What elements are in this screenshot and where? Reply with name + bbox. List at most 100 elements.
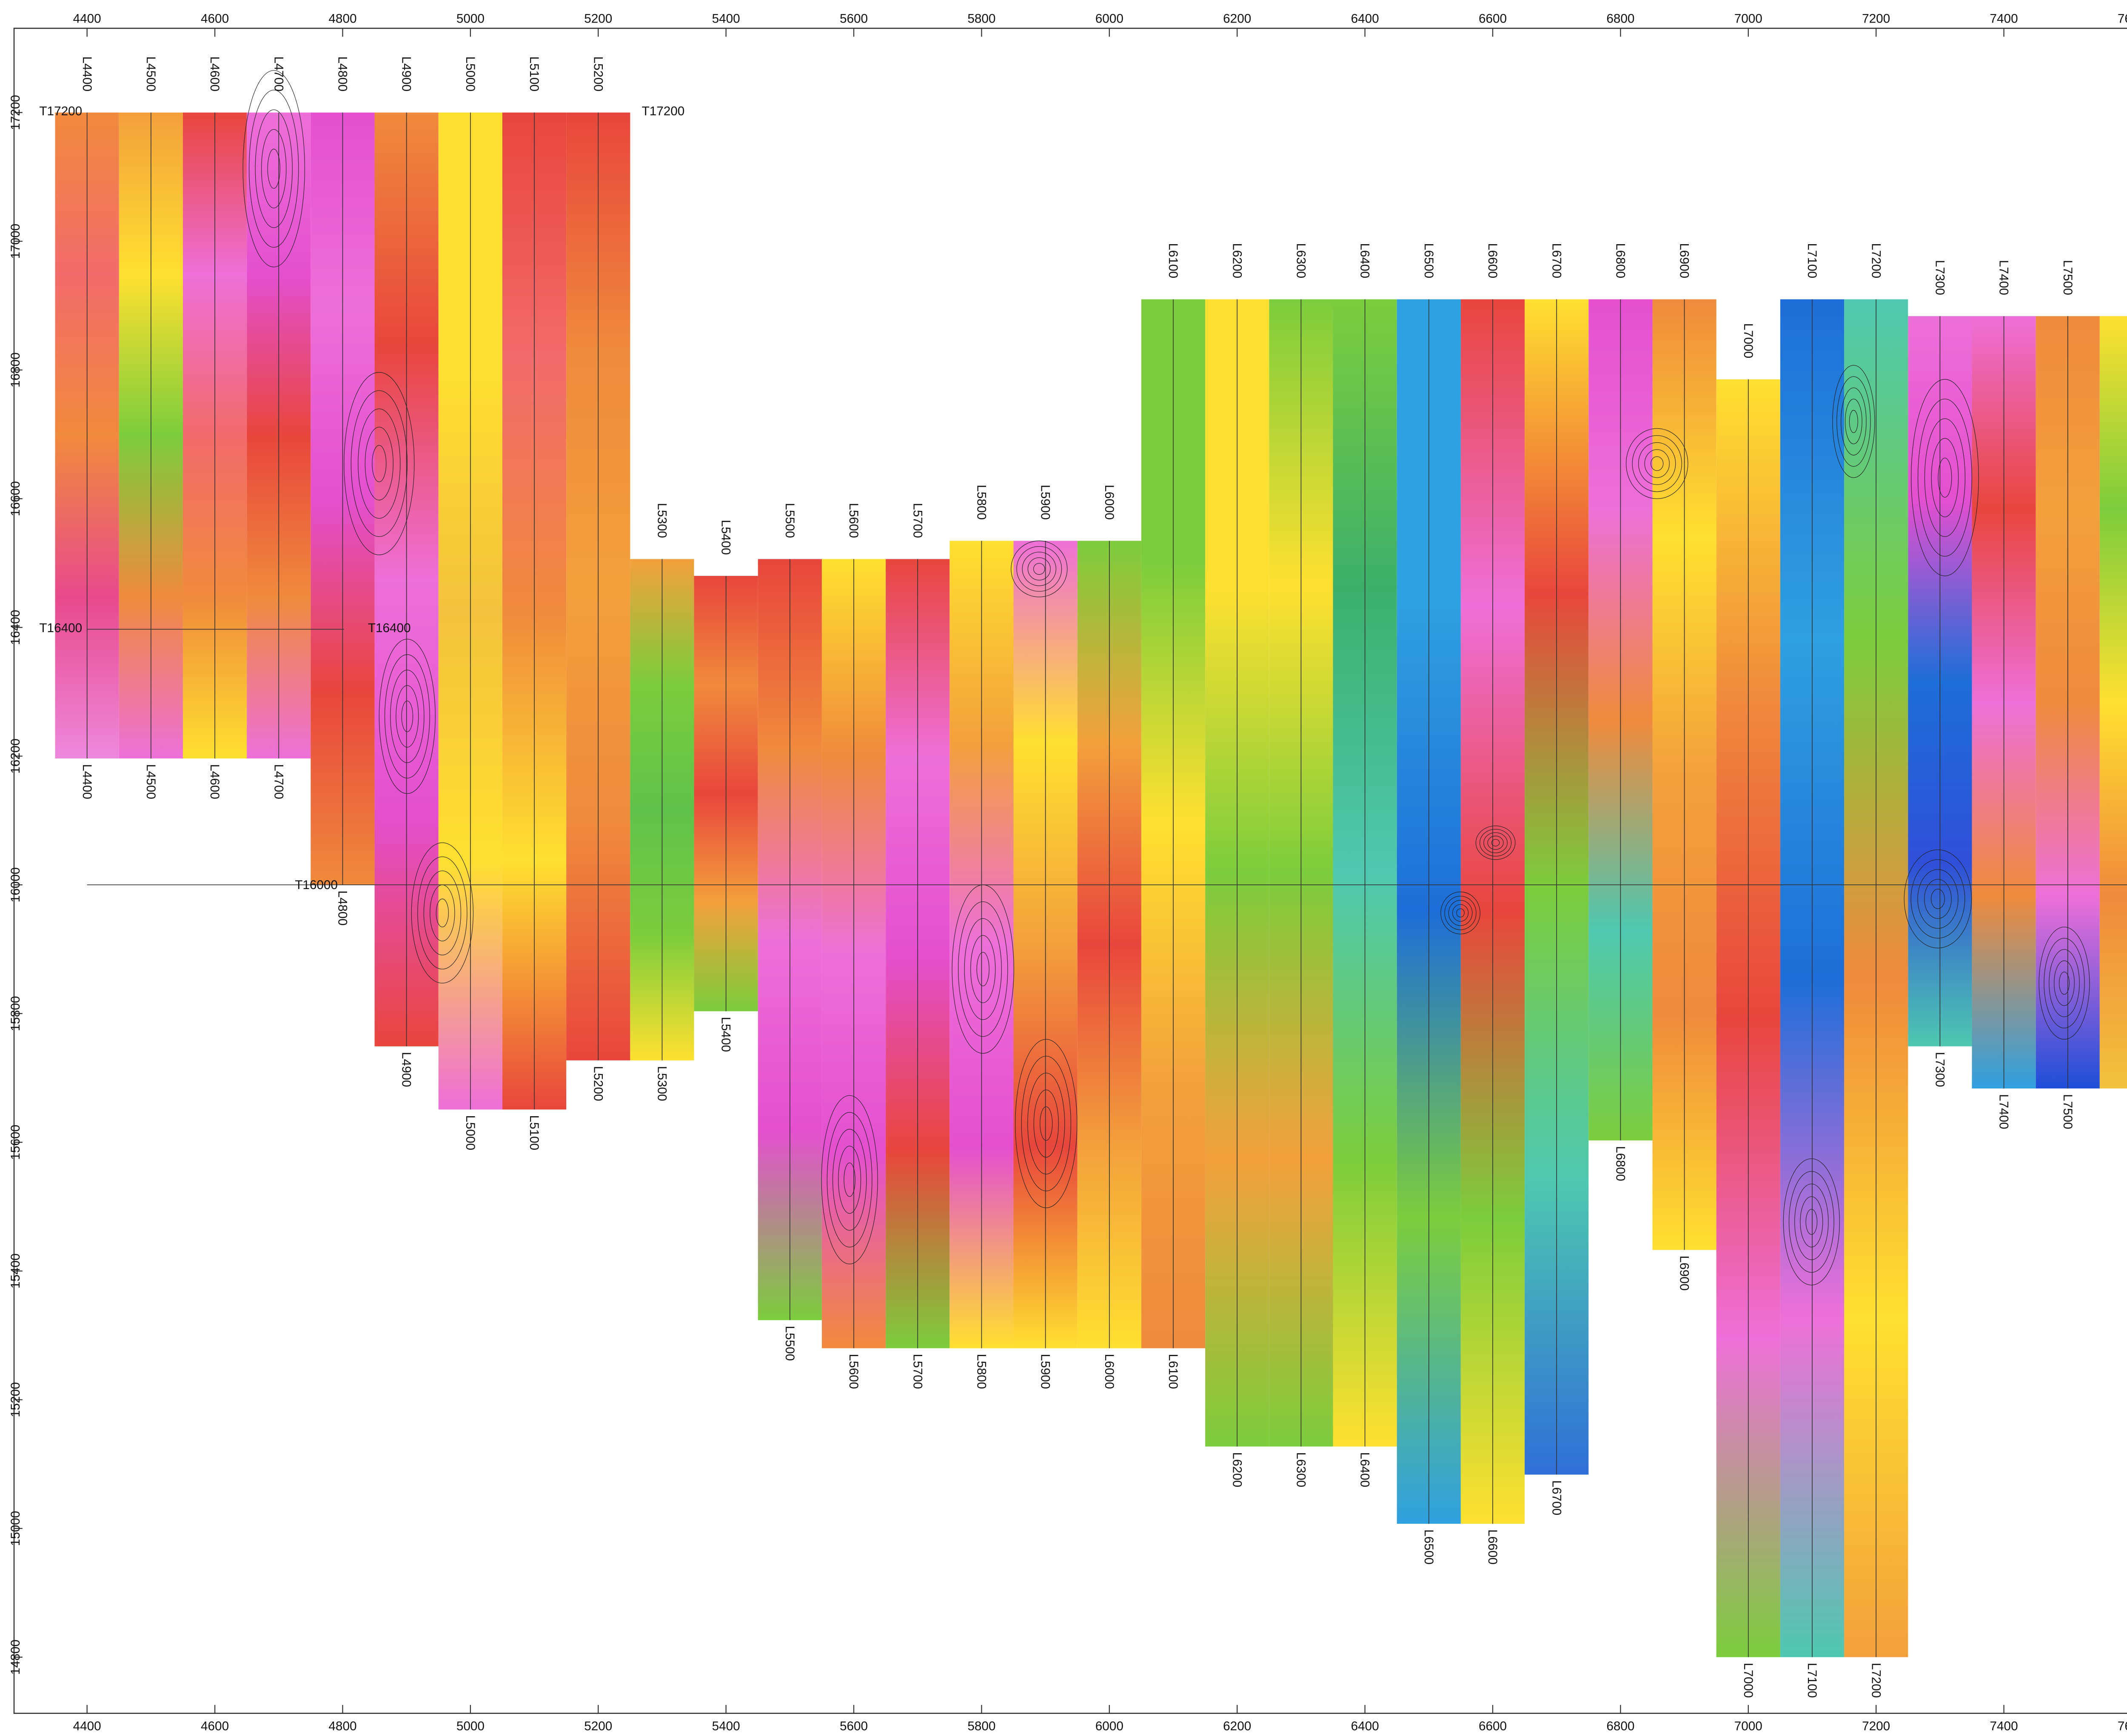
x-tick-label: 5200	[584, 1719, 612, 1733]
line-label: L6400	[1358, 1452, 1372, 1488]
y-tick-label: 15600	[9, 1125, 23, 1160]
line-label: L4900	[399, 1052, 413, 1087]
line-label: L7000	[1741, 323, 1755, 359]
x-tick-label: 7400	[1990, 11, 2018, 26]
x-tick-label: 4400	[73, 11, 101, 26]
line-label: L6100	[1166, 243, 1180, 279]
x-tick-label: 5800	[967, 1719, 995, 1733]
line-label: L6500	[1422, 243, 1436, 279]
x-tick-label: 7400	[1990, 1719, 2018, 1733]
line-label: L6000	[1102, 485, 1116, 520]
line-label: L5500	[783, 1326, 797, 1361]
line-label: L5400	[719, 1017, 733, 1052]
line-label: L5300	[655, 503, 669, 538]
y-tick-label: 14800	[9, 1639, 23, 1675]
line-label: L7200	[1869, 1663, 1883, 1698]
survey-map: 4400440046004600480048005000500052005200…	[0, 0, 2127, 1736]
y-tick-label: 15200	[9, 1382, 23, 1417]
x-tick-label: 6800	[1606, 1719, 1634, 1733]
line-label: L6100	[1166, 1354, 1180, 1389]
x-tick-label: 6000	[1095, 1719, 1123, 1733]
line-label: L4500	[144, 57, 158, 92]
line-label: L6400	[1358, 243, 1372, 279]
line-label: L5000	[463, 1115, 477, 1150]
line-label: L6500	[1422, 1529, 1436, 1565]
line-label: L6900	[1677, 243, 1691, 279]
line-label: L5600	[847, 1354, 861, 1389]
line-label: L7500	[2061, 260, 2075, 295]
line-label: L6700	[1549, 1480, 1563, 1516]
line-label: L4500	[144, 764, 158, 799]
line-label: L5300	[655, 1066, 669, 1101]
survey-column	[2100, 316, 2127, 1089]
tie-label: T16000	[295, 878, 338, 892]
x-tick-label: 7200	[1862, 11, 1890, 26]
x-tick-label: 5600	[840, 11, 868, 26]
line-label: L6200	[1230, 243, 1244, 279]
x-tick-label: 5400	[712, 1719, 740, 1733]
line-label: L5600	[847, 503, 861, 538]
line-label: L5900	[1038, 1354, 1052, 1389]
line-label: L4800	[336, 890, 350, 926]
line-label: L5800	[975, 1354, 989, 1389]
line-label: L5700	[910, 503, 924, 538]
x-tick-label: 5800	[967, 11, 995, 26]
line-label: L6300	[1294, 1452, 1308, 1488]
line-label: L5100	[527, 57, 541, 92]
line-label: L5200	[591, 57, 605, 92]
line-label: L4400	[80, 57, 94, 92]
line-label: L6000	[1102, 1354, 1116, 1389]
x-tick-label: 7000	[1734, 1719, 1762, 1733]
line-label: L7200	[1869, 243, 1883, 279]
line-label: L5200	[591, 1066, 605, 1101]
y-tick-label: 17000	[9, 224, 23, 259]
x-tick-label: 5600	[840, 1719, 868, 1733]
line-label: L7300	[1933, 260, 1947, 295]
page: {"x_axis":{"ticks":[4400,4600,4800,5000,…	[0, 0, 2127, 1736]
tie-label: T17200	[642, 104, 685, 118]
x-tick-label: 5000	[456, 1719, 485, 1733]
x-tick-label: 4600	[201, 11, 229, 26]
x-tick-label: 6000	[1095, 11, 1123, 26]
line-label: L7300	[1933, 1052, 1947, 1087]
y-tick-label: 17200	[9, 95, 23, 130]
line-label: L6900	[1677, 1256, 1691, 1291]
x-tick-label: 7600	[2118, 11, 2127, 26]
y-tick-label: 15800	[9, 996, 23, 1031]
y-tick-label: 16400	[9, 610, 23, 645]
y-tick-label: 16800	[9, 352, 23, 388]
x-tick-label: 6200	[1223, 1719, 1251, 1733]
x-tick-label: 4800	[328, 11, 356, 26]
line-label: L4600	[208, 57, 222, 92]
line-label: L6700	[1549, 243, 1563, 279]
line-label: L5400	[719, 520, 733, 555]
line-label: L6600	[1485, 243, 1500, 279]
line-label: L4600	[208, 764, 222, 799]
x-tick-label: 6400	[1351, 11, 1379, 26]
line-label: L7400	[1997, 260, 2011, 295]
line-label: L6800	[1613, 1146, 1627, 1181]
line-label: L5100	[527, 1115, 541, 1150]
x-tick-label: 7600	[2118, 1719, 2127, 1733]
line-label: L7000	[1741, 1663, 1755, 1698]
line-label: L5800	[975, 485, 989, 520]
x-tick-label: 6600	[1479, 1719, 1507, 1733]
line-label: L7500	[2061, 1094, 2075, 1129]
line-label: L7600	[2124, 1094, 2127, 1129]
x-tick-label: 6800	[1606, 11, 1634, 26]
y-tick-label: 15000	[9, 1511, 23, 1546]
tie-label: T16400	[39, 621, 82, 635]
line-label: L7100	[1805, 243, 1819, 279]
x-tick-label: 5200	[584, 11, 612, 26]
line-label: L4400	[80, 764, 94, 799]
line-label: L6200	[1230, 1452, 1244, 1488]
line-label: L7600	[2124, 260, 2127, 295]
x-tick-label: 6600	[1479, 11, 1507, 26]
x-tick-label: 7200	[1862, 1719, 1890, 1733]
x-tick-label: 5400	[712, 11, 740, 26]
x-tick-label: 4800	[328, 1719, 356, 1733]
x-tick-label: 4600	[201, 1719, 229, 1733]
y-tick-label: 15400	[9, 1254, 23, 1289]
x-tick-label: 5000	[456, 11, 485, 26]
line-label: L5900	[1038, 485, 1052, 520]
